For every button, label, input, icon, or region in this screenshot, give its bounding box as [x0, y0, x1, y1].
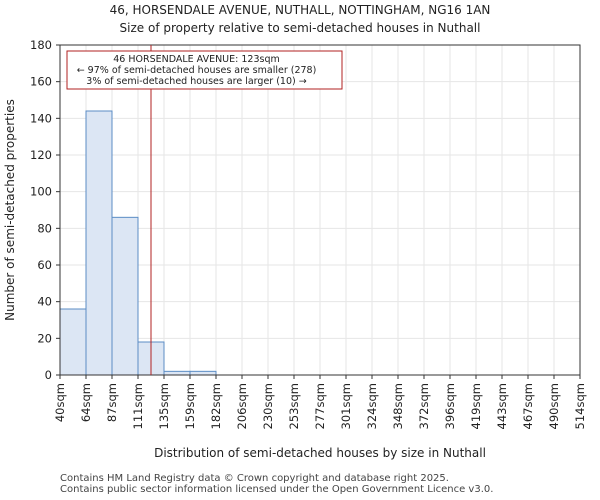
x-tick-label: 159sqm	[183, 383, 197, 429]
y-tick-labels: 0 20 40 60 80 100 120 140 160 180	[30, 38, 60, 382]
x-tick-label: 87sqm	[105, 383, 119, 422]
annotation-border	[66, 50, 343, 90]
x-tick-label: 348sqm	[391, 383, 405, 429]
x-tick-label: 111sqm	[131, 383, 145, 429]
x-tick-label: 277sqm	[313, 383, 327, 429]
x-tick-label: 301sqm	[339, 383, 353, 429]
annotation-line-1: 46 HORSENDALE AVENUE: 123sqm	[113, 54, 279, 65]
x-axis-label: Distribution of semi-detached houses by …	[154, 446, 486, 460]
bar-135sqm	[163, 370, 191, 376]
y-tick-label: 20	[37, 331, 52, 345]
y-tick-label: 180	[30, 38, 52, 52]
annotation-box: 46 HORSENDALE AVENUE: 123sqm ← 97% of se…	[66, 50, 343, 90]
x-tick-label: 490sqm	[547, 383, 561, 429]
x-tick-labels: 40sqm 64sqm 87sqm 111sqm 135sqm 159sqm 182sqm 2…	[53, 375, 587, 429]
bar-159sqm	[189, 370, 217, 376]
chart-subtitle: Size of property relative to semi-detach…	[120, 21, 481, 35]
x-tick-label: 206sqm	[235, 383, 249, 429]
x-tick-label: 324sqm	[365, 383, 379, 429]
annotation-line-3: 3% of semi-detached houses are larger (1…	[86, 76, 306, 87]
y-tick-label: 40	[37, 295, 52, 309]
y-tick-label: 80	[37, 221, 52, 235]
y-tick-label: 160	[30, 75, 52, 89]
x-tick-label: 40sqm	[53, 383, 67, 422]
chart-title: 46, HORSENDALE AVENUE, NUTHALL, NOTTINGH…	[110, 3, 491, 17]
x-tick-label: 253sqm	[287, 383, 301, 429]
bar-64sqm	[85, 110, 113, 376]
bar-87sqm	[111, 216, 139, 376]
x-tick-label: 372sqm	[417, 383, 431, 429]
bar-40sqm	[59, 308, 87, 376]
y-tick-label: 0	[45, 368, 52, 382]
x-tick-label: 182sqm	[209, 383, 223, 429]
x-tick-label: 230sqm	[261, 383, 275, 429]
x-tick-label: 467sqm	[521, 383, 535, 429]
x-tick-label: 396sqm	[443, 383, 457, 429]
y-tick-label: 60	[37, 258, 52, 272]
y-tick-label: 120	[30, 148, 52, 162]
x-tick-label: 135sqm	[157, 383, 171, 429]
x-tick-label: 419sqm	[469, 383, 483, 429]
annotation-line-2: ← 97% of semi-detached houses are smalle…	[77, 65, 317, 76]
y-tick-label: 140	[30, 111, 52, 125]
footer-copyright: Contains HM Land Registry data © Crown c…	[60, 473, 449, 484]
footer-licence: Contains public sector information licen…	[60, 484, 494, 495]
x-tick-label: 64sqm	[79, 383, 93, 422]
bars	[59, 110, 217, 376]
x-tick-label: 514sqm	[573, 383, 587, 429]
x-tick-label: 443sqm	[495, 383, 509, 429]
y-axis-label: Number of semi-detached properties	[3, 99, 17, 321]
y-tick-label: 100	[30, 185, 52, 199]
